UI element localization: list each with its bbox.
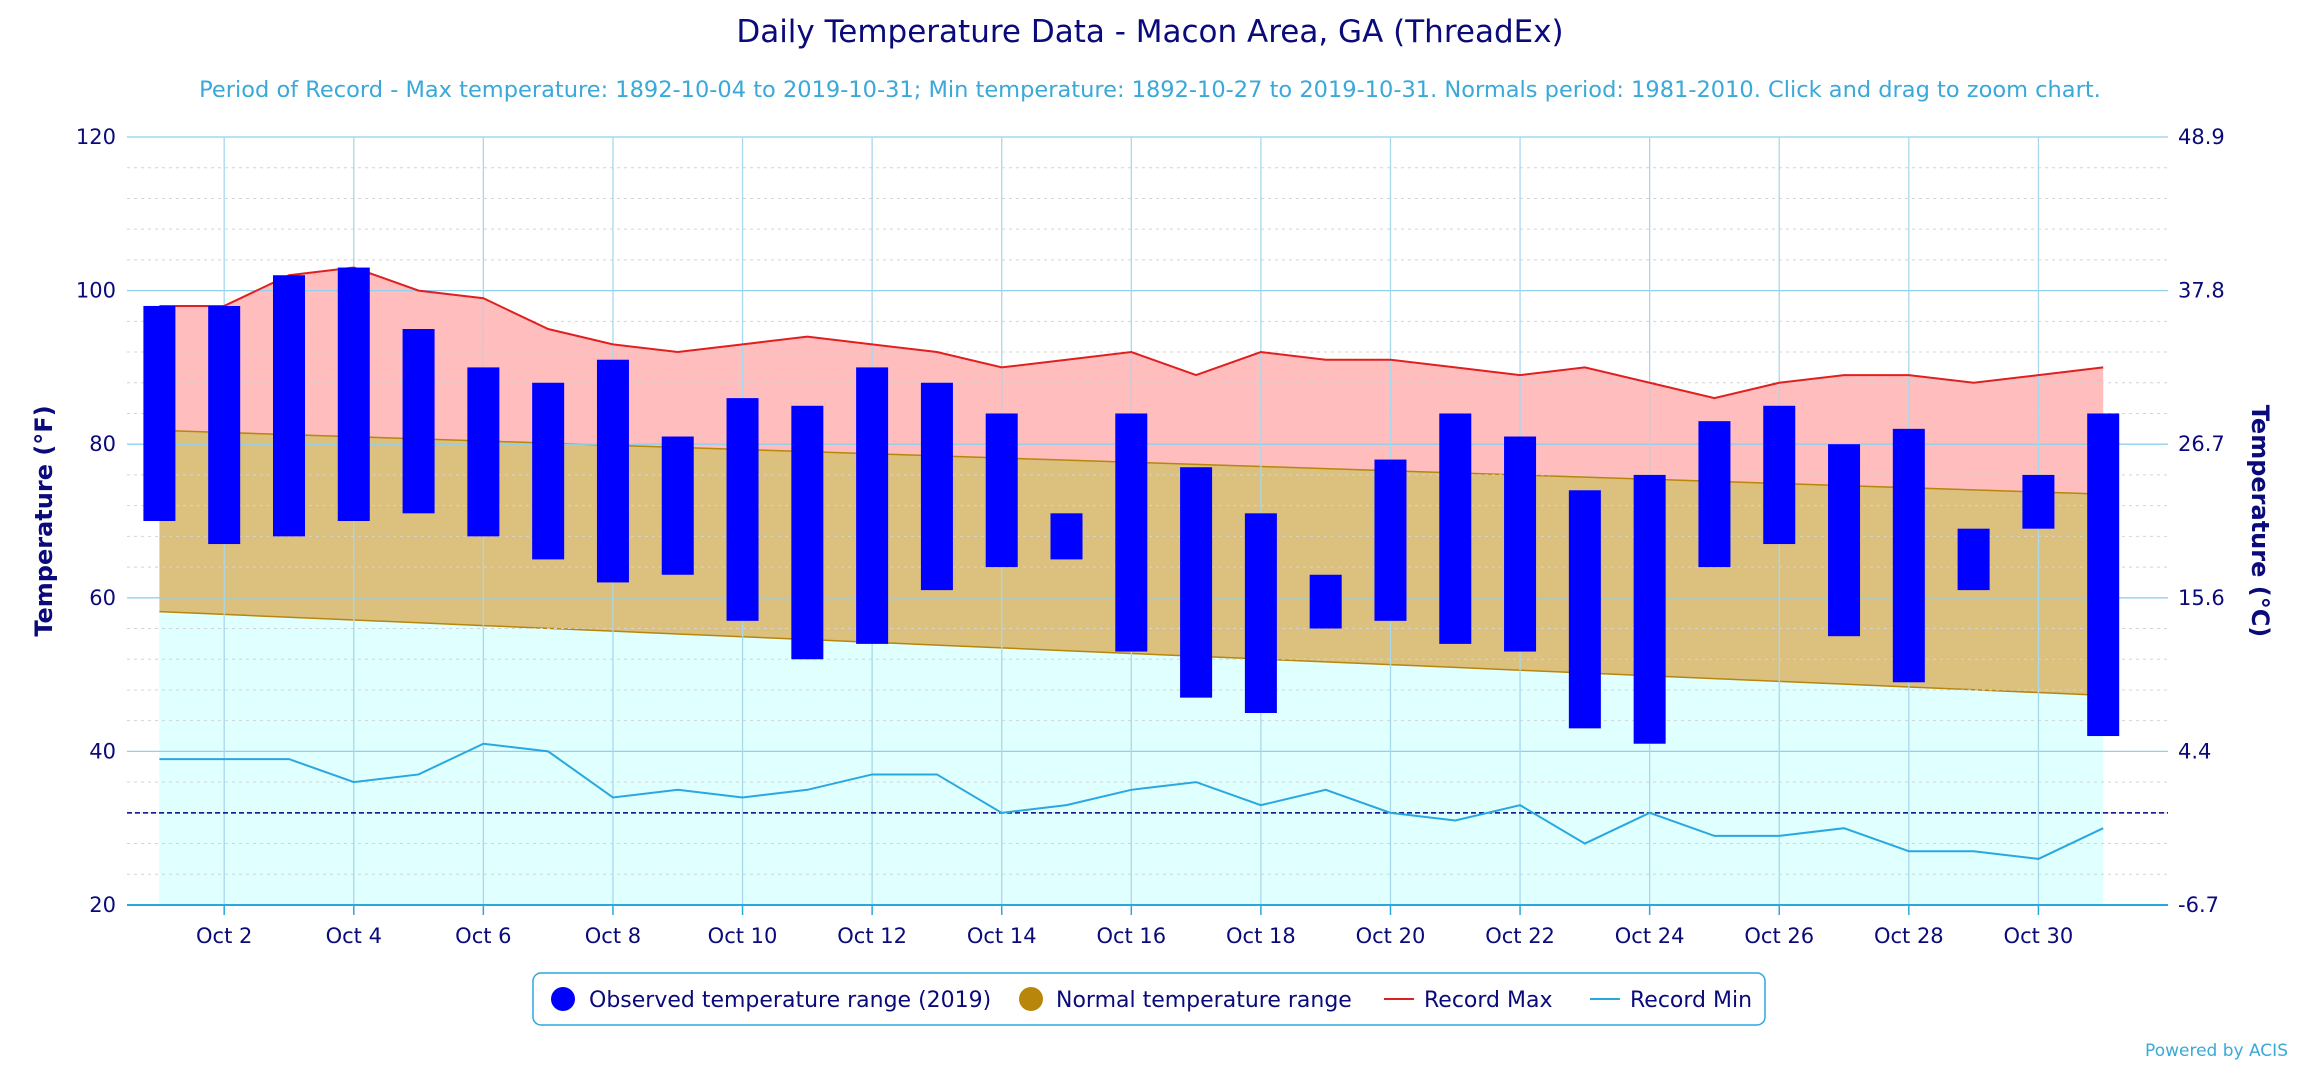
x-tick-label: Oct 12	[837, 924, 907, 948]
chart-title: Daily Temperature Data - Macon Area, GA …	[736, 14, 1563, 50]
x-tick-label: Oct 10	[708, 924, 778, 948]
legend-symbol-observed	[551, 987, 575, 1011]
record-min-line	[159, 742, 2104, 860]
observed-bar-oct-26	[1763, 405, 1796, 545]
y-tick-label-right: 15.6	[2178, 586, 2225, 610]
observed-bar-oct-4	[337, 267, 370, 521]
observed-bar-oct-28	[1892, 428, 1925, 683]
observed-bar-oct-15	[1050, 513, 1083, 560]
observed-bar-oct-13	[920, 382, 953, 591]
legend-label-record-max: Record Max	[1424, 988, 1553, 1013]
observed-bar-oct-17	[1180, 467, 1213, 698]
observed-bar-oct-2	[208, 305, 241, 545]
record-max-line	[159, 266, 2104, 400]
observed-bar-oct-29	[1957, 528, 1990, 591]
chart-legend: Observed temperature range (2019) Normal…	[532, 972, 1766, 1026]
plot-grid	[127, 136, 2168, 906]
observed-bar-oct-31	[2087, 413, 2120, 737]
observed-bar-oct-20	[1374, 459, 1407, 621]
observed-bar-oct-30	[2022, 474, 2055, 529]
y-tick-label-left: 40	[89, 739, 116, 763]
x-tick-label: Oct 8	[585, 924, 641, 948]
y-tick-label-left: 20	[89, 893, 116, 917]
x-tick-label: Oct 20	[1356, 924, 1426, 948]
observed-bar-oct-11	[791, 405, 824, 660]
x-tick-label: Oct 26	[1744, 924, 1814, 948]
y-tick-label-left: 80	[89, 432, 116, 456]
x-tick-label: Oct 24	[1615, 924, 1685, 948]
y-tick-label-right: 4.4	[2178, 739, 2211, 763]
x-tick-label: Oct 4	[326, 924, 382, 948]
observed-bar-oct-18	[1244, 513, 1277, 713]
observed-bar-oct-5	[402, 329, 435, 514]
x-tick-label: Oct 28	[1874, 924, 1944, 948]
x-tick-label: Oct 2	[196, 924, 252, 948]
legend-label-record-min: Record Min	[1630, 988, 1752, 1013]
observed-bars	[143, 267, 2120, 744]
x-tick-label: Oct 14	[967, 924, 1037, 948]
y-tick-label-left: 100	[76, 279, 116, 303]
x-tick-label: Oct 22	[1485, 924, 1555, 948]
legend-label-normal: Normal temperature range	[1056, 988, 1352, 1013]
observed-bar-oct-7	[532, 382, 565, 560]
observed-bar-oct-16	[1115, 413, 1148, 652]
observed-bar-oct-6	[467, 367, 500, 537]
legend-label-observed: Observed temperature range (2019)	[589, 988, 991, 1013]
observed-bar-oct-22	[1504, 436, 1537, 652]
y-tick-label-right: 48.9	[2178, 125, 2225, 149]
legend-box	[532, 972, 1766, 1026]
chart-axes: Oct 2 Oct 4 Oct 6 Oct 8 Oct 10 Oct 12 Oct 14 Oc…	[76, 125, 2225, 948]
observed-bar-oct-19	[1309, 574, 1342, 629]
chart-subtitle: Period of Record - Max temperature: 1892…	[199, 77, 2101, 103]
observed-bar-oct-9	[661, 436, 694, 575]
observed-bar-oct-24	[1633, 474, 1666, 744]
y-tick-label-right: -6.7	[2178, 893, 2219, 917]
x-tick-label: Oct 16	[1096, 924, 1166, 948]
record-lines	[127, 266, 2168, 860]
observed-bar-oct-3	[272, 275, 305, 537]
observed-bar-oct-12	[856, 367, 889, 644]
x-tick-label: Oct 6	[455, 924, 511, 948]
legend-symbol-normal	[1019, 987, 1043, 1011]
observed-bar-oct-14	[985, 413, 1018, 568]
y-tick-label-left: 120	[76, 125, 116, 149]
credit-link[interactable]: Powered by ACIS	[2145, 1041, 2288, 1061]
y-axis-title-left: Temperature (°F)	[30, 405, 58, 636]
y-tick-label-right: 37.8	[2178, 279, 2225, 303]
observed-bar-oct-23	[1568, 490, 1601, 729]
observed-bar-oct-8	[596, 359, 629, 583]
observed-bar-oct-21	[1439, 413, 1472, 644]
y-axis-title-right: Temperature (°C)	[2246, 405, 2274, 638]
y-tick-label-left: 60	[89, 586, 116, 610]
observed-bar-oct-1	[143, 305, 176, 521]
x-tick-label: Oct 30	[2004, 924, 2074, 948]
observed-bar-oct-10	[726, 398, 759, 621]
observed-bar-oct-25	[1698, 421, 1731, 568]
y-tick-label-right: 26.7	[2178, 432, 2225, 456]
x-tick-label: Oct 18	[1226, 924, 1296, 948]
observed-bar-oct-27	[1828, 444, 1861, 637]
